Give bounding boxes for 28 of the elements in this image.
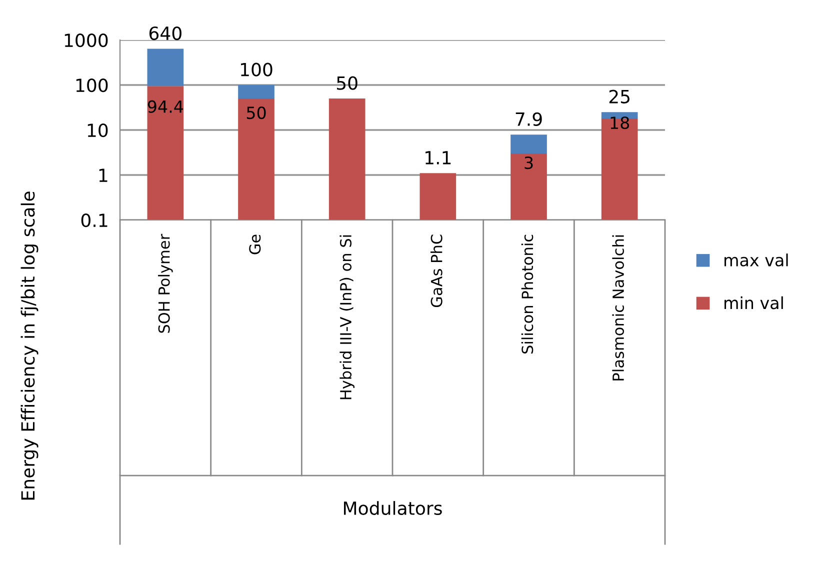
legend-label: min val xyxy=(724,296,783,310)
text: Modulators xyxy=(344,501,442,516)
x-tick-label: SOH Polymer xyxy=(158,234,173,333)
total-label: 50 xyxy=(336,76,358,90)
x-tick-label: Ge xyxy=(249,234,261,254)
legend-label: max val xyxy=(724,254,788,266)
y-tick-label: 0.1 xyxy=(81,213,108,228)
y-axis-title: Energy Efficiency in fj/bit log scale xyxy=(20,192,38,500)
x-tick-label: Silicon Photonic xyxy=(521,234,534,354)
total-label: 100 xyxy=(241,62,272,76)
bar xyxy=(510,134,547,154)
data-label: 18 xyxy=(610,116,630,130)
y-tick-label: 1 xyxy=(99,168,108,182)
total-label: 25 xyxy=(609,90,630,104)
total-label: 640 xyxy=(149,26,182,40)
data-label: 94.4 xyxy=(148,100,184,113)
y-tick-label: 1000 xyxy=(64,33,108,48)
total-label: 7.9 xyxy=(516,112,542,126)
total-label: 1.1 xyxy=(426,151,451,164)
bar xyxy=(238,85,274,99)
bar xyxy=(147,48,184,86)
x-tick-label: GaAs PhC xyxy=(430,234,442,308)
x-tick-label: Hybrid III-V (InP) on Si xyxy=(340,235,354,400)
y-tick-label: 100 xyxy=(76,78,108,92)
data-label: 3 xyxy=(524,156,533,170)
x-tick-label: Plasmonic Navolchi xyxy=(612,235,624,380)
data-label: 50 xyxy=(246,106,266,120)
y-tick-label: 10 xyxy=(88,123,108,138)
